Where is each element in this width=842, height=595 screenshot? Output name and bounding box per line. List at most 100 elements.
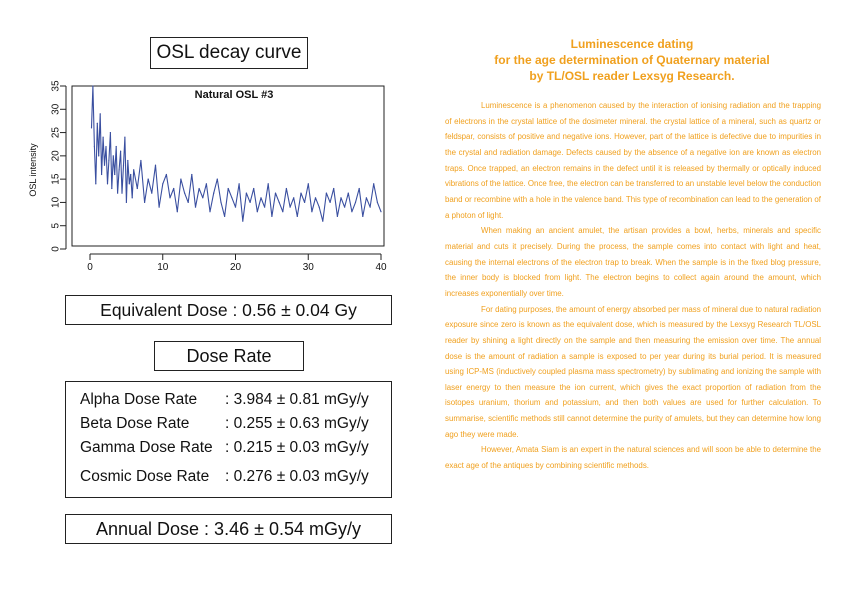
osl-data-point (95, 183, 97, 185)
osl-decay-svg: 0 10 20 30 40 0 5 10 15 20 25 30 35 OSL intensity Natu… (28, 80, 387, 270)
dose-rate-value: : 0.276 ± 0.03 mGy/y (225, 468, 369, 485)
osl-data-point (300, 192, 302, 194)
equivalent-dose-text: Equivalent Dose : 0.56 ± 0.04 Gy (100, 299, 357, 320)
osl-data-point (351, 211, 353, 213)
osl-data-point (373, 183, 375, 185)
article-paragraph: However, Amata Siam is an expert in the … (445, 445, 821, 471)
osl-data-point (125, 201, 127, 203)
osl-data-point (289, 206, 291, 208)
osl-data-point (158, 206, 160, 208)
dose-rate-table: Alpha Dose Rate : 3.984 ± 0.81 mGy/y Bet… (65, 381, 392, 498)
osl-data-point (144, 201, 146, 203)
osl-data-point (285, 187, 287, 190)
annual-dose-box: Annual Dose : 3.46 ± 0.54 mGy/y (65, 514, 392, 544)
dose-rate-row-beta: Beta Dose Rate : 0.255 ± 0.63 mGy/y (80, 415, 369, 433)
osl-data-point (128, 183, 130, 185)
article-heading: Luminescence dating for the age determin… (440, 36, 824, 84)
osl-data-point (109, 132, 111, 134)
osl-data-point (271, 215, 273, 217)
osl-data-point (325, 192, 327, 194)
osl-data-point (347, 192, 349, 194)
osl-data-point (115, 145, 117, 148)
osl-data-point (98, 155, 100, 157)
dose-rate-row-gamma: Gamma Dose Rate : 0.215 ± 0.03 mGy/y (80, 439, 369, 457)
osl-data-point (194, 206, 197, 208)
y-axis-label: OSL intensity (28, 143, 38, 197)
osl-data-point (92, 85, 94, 87)
osl-data-point (101, 173, 103, 176)
annual-dose-text: Annual Dose : 3.46 ± 0.54 mGy/y (95, 518, 362, 539)
y-tick-label: 15 (51, 173, 62, 185)
x-tick-label: 30 (303, 262, 315, 270)
osl-data-point (124, 136, 126, 138)
osl-data-point (103, 164, 106, 166)
dose-rate-title-box: Dose Rate (154, 341, 304, 371)
osl-data-point (121, 192, 123, 194)
osl-data-point (173, 187, 175, 190)
osl-data-point (296, 215, 298, 217)
y-tick-label: 30 (51, 103, 62, 115)
osl-data-point (198, 187, 200, 190)
osl-data-point (234, 206, 237, 208)
equivalent-dose-box: Equivalent Dose : 0.56 ± 0.04 Gy (65, 295, 392, 325)
osl-data-point (260, 197, 262, 199)
dose-rate-row-cosmic: Cosmic Dose Rate : 0.276 ± 0.03 mGy/y (80, 468, 369, 486)
osl-data-point (130, 173, 132, 176)
osl-data-point (112, 155, 114, 157)
osl-data-point (114, 173, 116, 176)
article-paragraph: For dating purposes, the amount of energ… (445, 304, 821, 439)
osl-data-point (102, 136, 104, 138)
osl-data-point (136, 187, 138, 190)
osl-data-point (227, 187, 229, 190)
osl-data-point (380, 211, 382, 213)
article-heading-line: Luminescence dating (570, 37, 694, 51)
osl-data-point (376, 201, 378, 203)
osl-data-point (131, 197, 133, 199)
osl-data-point (242, 220, 244, 222)
osl-data-point (249, 201, 251, 203)
article-paragraph: When making an ancient amulet, the artis… (445, 226, 821, 298)
x-tick-label: 0 (87, 262, 93, 270)
osl-data-point (213, 192, 215, 194)
osl-data-point (147, 178, 149, 180)
osl-data-point (344, 206, 346, 208)
osl-data-point (117, 192, 119, 194)
osl-data-point (307, 183, 309, 185)
osl-data-point (340, 197, 342, 199)
dose-rate-value: : 0.215 ± 0.03 mGy/y (225, 439, 369, 456)
osl-data-point (191, 173, 193, 176)
x-tick-label: 40 (375, 262, 387, 270)
dose-rate-label: Alpha Dose Rate (80, 391, 198, 408)
dose-rate-title: Dose Rate (186, 345, 272, 366)
osl-data-point (140, 159, 142, 162)
osl-data-point (118, 169, 120, 171)
osl-data-point (369, 206, 371, 208)
osl-decay-title-box: OSL decay curve (150, 37, 308, 69)
osl-data-point (133, 169, 135, 171)
osl-data-point (111, 187, 113, 190)
osl-data-point (169, 197, 171, 199)
osl-data-point (127, 159, 129, 162)
osl-data-point (318, 206, 320, 208)
osl-data-point (304, 201, 306, 203)
osl-data-point (205, 183, 207, 185)
osl-data-point (278, 201, 280, 203)
osl-data-point (329, 201, 331, 203)
dose-rate-value: : 3.984 ± 0.81 mGy/y (225, 391, 369, 408)
osl-data-point (122, 164, 125, 166)
osl-data-point (120, 150, 122, 152)
dose-rate-row-alpha: Alpha Dose Rate : 3.984 ± 0.81 mGy/y (80, 391, 369, 409)
plot-frame (71, 85, 385, 247)
osl-data-point (264, 206, 266, 208)
y-tick-label: 35 (51, 80, 62, 92)
osl-data-point (216, 178, 218, 180)
osl-data-point (93, 145, 95, 148)
y-tick-label: 25 (51, 127, 62, 139)
osl-data-point (220, 201, 222, 203)
osl-data-point (162, 183, 164, 185)
osl-data-point (99, 113, 101, 115)
dose-rate-label: Beta Dose Rate (80, 415, 190, 432)
osl-data-point (90, 127, 93, 129)
osl-data-point (253, 187, 255, 190)
osl-data-point (154, 164, 157, 166)
